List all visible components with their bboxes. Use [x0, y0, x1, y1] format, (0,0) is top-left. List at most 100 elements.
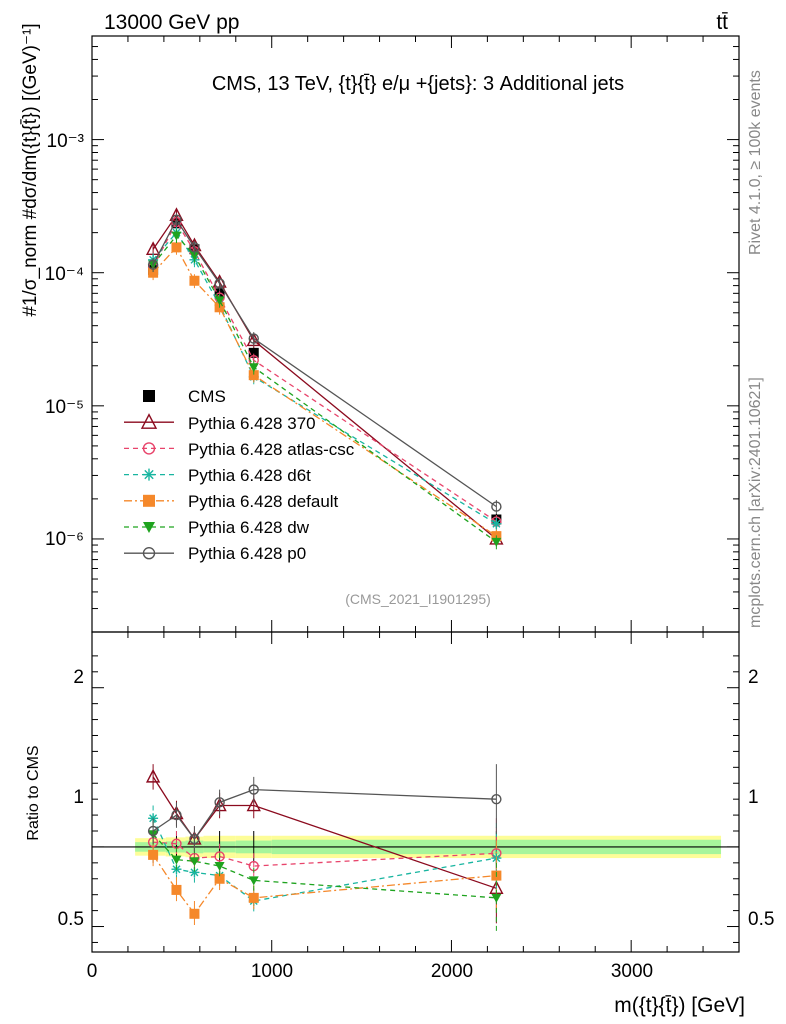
- ratio-uncertainty-band: [92, 835, 739, 859]
- point-default: [248, 370, 259, 381]
- legend: CMS Pythia 6.428 370 Pythia 6.428 atlas-…: [124, 387, 355, 563]
- y-tick-label-1e-3: 10⁻³: [47, 131, 85, 152]
- legend-label-p0: Pythia 6.428 p0: [188, 544, 306, 563]
- ratio-point-p0: [214, 797, 225, 808]
- x-tick-label-2000: 2000: [431, 961, 473, 982]
- header-energy-label: 13000 GeV pp: [104, 11, 239, 34]
- ratio-y-tick-label-right-2: 2: [748, 667, 759, 688]
- ratio-panel-frame: [91, 631, 740, 953]
- point-default: [148, 267, 159, 278]
- main-panel: CMS, 13 TeV, {t}{t̄} e/μ +{jets}: 3 Addi…: [20, 23, 740, 633]
- ratio-point-dw: [248, 876, 259, 886]
- ratio-y-tick-label-0.5: 0.5: [58, 909, 84, 930]
- legend-label-d6t: Pythia 6.428 d6t: [188, 466, 311, 485]
- ratio-point-default: [171, 884, 182, 895]
- ratio-series-group: [145, 764, 504, 933]
- legend-label-atlas-csc: Pythia 6.428 atlas-csc: [188, 440, 355, 459]
- series-line-d6t: [152, 231, 497, 525]
- legend-marker-atlas-csc: [142, 442, 156, 455]
- point-dw: [491, 537, 502, 547]
- ratio-point-p0: [491, 793, 502, 805]
- series-line-dw: [152, 234, 497, 543]
- ratio-point-dw: [214, 862, 225, 872]
- y-tick-label-1e-4: 10⁻⁴: [45, 264, 84, 285]
- point-default: [189, 275, 200, 286]
- mcplots-label: mcplots.cern.ch [arXiv:2401.10621]: [747, 377, 764, 628]
- ratio-axis-ticks: [91, 632, 740, 952]
- main-y-tick-labels: 10⁻⁶ 10⁻⁵ 10⁻⁴ 10⁻³: [45, 131, 84, 550]
- x-tick-label-0: 0: [87, 961, 98, 982]
- ratio-point-370: [246, 797, 261, 812]
- ratio-point-p0: [171, 809, 182, 821]
- ratio-point-default: [248, 892, 259, 903]
- legend-marker-d6t: [143, 468, 155, 481]
- ratio-line-dw: [152, 833, 497, 899]
- series-line-atlas-csc: [152, 220, 497, 523]
- x-tick-label-1000: 1000: [251, 961, 293, 982]
- ratio-point-d6t: [189, 867, 200, 878]
- ratio-line-370: [152, 776, 497, 889]
- rivet-version-label: Rivet 4.1.0, ≥ 100k events: [747, 70, 764, 255]
- legend-marker-dw: [143, 522, 155, 533]
- ratio-point-atlas-csc: [214, 851, 225, 862]
- point-dw: [171, 231, 182, 241]
- legend-label-default: Pythia 6.428 default: [188, 492, 339, 511]
- ratio-point-default: [189, 908, 200, 919]
- x-tick-label-3000: 3000: [611, 961, 653, 982]
- main-y-axis-label: #1/σ_norm #dσ/dm({t}{t̄}) [(GeV)⁻¹]: [20, 23, 41, 316]
- ratio-point-default: [148, 849, 159, 860]
- ratio-y-tick-label-2: 2: [73, 667, 84, 688]
- legend-label-370: Pythia 6.428 370: [188, 414, 316, 433]
- ratio-y-tick-label-right-1: 1: [748, 787, 759, 808]
- point-p0: [147, 259, 159, 270]
- ratio-point-dw: [491, 893, 502, 903]
- ratio-point-dw: [171, 855, 182, 865]
- ratio-point-p0: [147, 825, 159, 837]
- legend-marks: [124, 390, 174, 560]
- ratio-line-p0: [152, 788, 497, 841]
- point-p0: [171, 214, 182, 225]
- series-p0: [147, 213, 502, 514]
- header-process-label: tt̄: [716, 11, 728, 34]
- point-p0: [248, 333, 259, 344]
- legend-marker-p0: [142, 547, 156, 560]
- series-line-370: [152, 214, 497, 540]
- point-d6t: [491, 518, 502, 529]
- legend-marker-370: [140, 413, 158, 429]
- ratio-series-p0: [147, 764, 502, 852]
- analysis-watermark: (CMS_2021_I1901295): [345, 591, 491, 607]
- ratio-point-default: [214, 873, 225, 884]
- ratio-point-dw: [189, 857, 200, 867]
- point-dw: [189, 251, 200, 261]
- point-dw: [248, 363, 259, 373]
- ratio-series-d6t: [148, 805, 502, 914]
- series-line-p0: [152, 218, 497, 508]
- main-panel-frame: [91, 35, 740, 633]
- y-tick-label-1e-6: 10⁻⁶: [45, 529, 84, 550]
- ratio-point-370: [145, 768, 161, 783]
- legend-marker-cms: [143, 390, 155, 402]
- y-tick-label-1e-5: 10⁻⁵: [45, 397, 84, 418]
- point-dw: [214, 296, 225, 306]
- point-default: [171, 242, 182, 253]
- ratio-y-tick-label-right-0.5: 0.5: [748, 909, 774, 930]
- series-d6t: [148, 226, 502, 532]
- point-p0: [491, 501, 502, 512]
- main-plot-title: CMS, 13 TeV, {t}{t̄} e/μ +{jets}: 3 Addi…: [212, 73, 624, 95]
- ratio-point-p0: [189, 833, 200, 845]
- main-series-group: [145, 207, 504, 550]
- legend-marker-default: [143, 494, 155, 507]
- legend-label-cms: CMS: [188, 387, 226, 406]
- legend-label-dw: Pythia 6.428 dw: [188, 518, 310, 537]
- point-p0: [189, 242, 200, 253]
- ratio-line-default: [152, 854, 497, 915]
- point-p0: [214, 278, 225, 289]
- ratio-line-d6t: [152, 817, 497, 902]
- point-cms: [248, 347, 259, 358]
- ratio-y-axis-label: Ratio to CMS: [25, 745, 42, 840]
- ratio-panel: 0.5 1 2 0.5 1 2 Ratio to CMS 0 1000 2000…: [25, 631, 774, 1017]
- main-axis-ticks: [91, 35, 740, 633]
- ratio-y-tick-label-1: 1: [73, 787, 84, 808]
- x-axis-label: m({t}{t̄}) [GeV]: [614, 994, 745, 1017]
